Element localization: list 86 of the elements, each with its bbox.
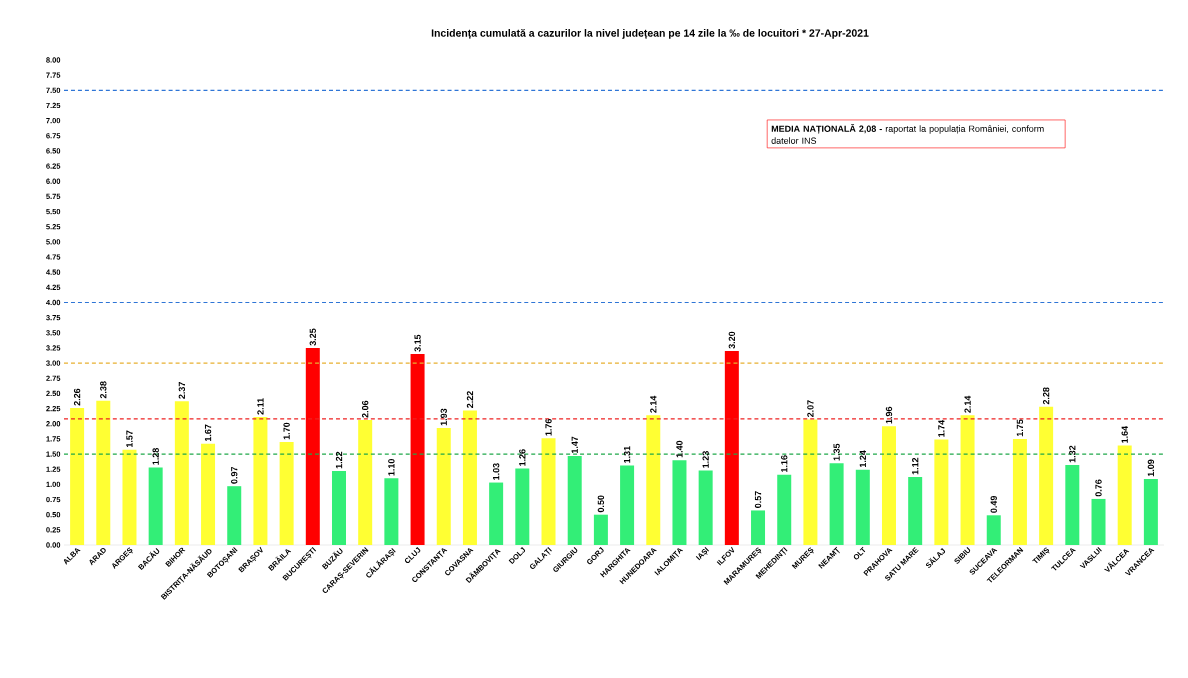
data-label: 1.24 [859, 450, 866, 468]
data-label: 1.40 [676, 440, 683, 458]
bar [462, 410, 477, 545]
bar [934, 439, 949, 545]
bar [960, 415, 975, 545]
bar [436, 427, 451, 545]
bar [332, 471, 346, 545]
data-label: 1.22 [335, 451, 343, 469]
data-label: 1.09 [1147, 459, 1155, 477]
text: MEDIA NAȚIONALĂ 2,08 - raportat la populația României, conform datelor INS [771, 123, 1044, 144]
bar [489, 482, 504, 545]
data-label: 1.93 [440, 408, 447, 426]
bar [122, 449, 137, 545]
data-label: 2.22 [466, 391, 474, 408]
bar [646, 415, 661, 545]
bar [567, 455, 582, 545]
chart-title: Incidența cumulată a cazurilor la nivel județean pe 14 zile la ‰ de locuitori * 27-Apr-2021 [431, 28, 869, 40]
bar [1065, 464, 1080, 545]
data-label: 2.11 [257, 398, 264, 415]
bar [358, 420, 373, 545]
bar [855, 469, 870, 545]
bar [751, 510, 766, 545]
data-label: 1.96 [885, 406, 893, 424]
data-label: 2.14 [650, 395, 657, 413]
data-label: 2.26 [73, 388, 81, 406]
bar [1143, 478, 1158, 545]
data-label: 1.28 [152, 448, 159, 465]
bar [227, 486, 242, 545]
bar [829, 463, 844, 545]
bar [908, 477, 923, 545]
bar [593, 514, 608, 545]
bar [305, 347, 320, 545]
data-label: 1.74 [938, 419, 945, 437]
data-label: 3.20 [728, 331, 736, 349]
data-label: 2.07 [807, 400, 814, 417]
bar [620, 465, 635, 545]
data-label: 1.12 [912, 457, 919, 475]
data-label: 1.64 [1121, 425, 1128, 443]
data-label: 1.32 [1069, 445, 1076, 463]
data-label: 1.16 [781, 455, 788, 472]
bar [541, 438, 556, 545]
data-label: 0.57 [754, 491, 762, 508]
data-label: 1.31 [623, 446, 631, 463]
data-label: 1.35 [833, 443, 840, 461]
bar [724, 351, 739, 545]
bar [1039, 406, 1054, 545]
bar [174, 401, 189, 545]
bar [1117, 445, 1132, 545]
data-label: 1.47 [571, 436, 578, 454]
bar [384, 478, 399, 545]
bar [1091, 498, 1106, 545]
bar [881, 426, 896, 545]
data-label: 3.15 [414, 334, 421, 352]
data-label: 0.76 [1095, 479, 1102, 497]
bar [148, 467, 163, 545]
bar [672, 460, 687, 545]
data-label: 0.49 [990, 495, 997, 513]
data-label: 1.57 [126, 430, 133, 448]
bar [986, 515, 1001, 545]
data-label: 0.50 [597, 495, 605, 513]
bar [279, 441, 294, 545]
data-label: 1.67 [204, 424, 212, 441]
data-label: 2.14 [964, 395, 971, 413]
bar [698, 470, 713, 545]
bar [777, 474, 792, 545]
data-label: 1.10 [388, 459, 395, 476]
bar [201, 443, 216, 545]
data-label: 2.28 [1042, 387, 1050, 405]
data-label: 3.25 [309, 328, 316, 346]
data-label: 2.38 [100, 381, 107, 399]
data-label: 2.06 [362, 400, 369, 418]
data-label: 0.97 [231, 466, 238, 484]
data-label: 1.76 [545, 418, 552, 436]
bar [70, 407, 85, 545]
data-label: 1.26 [519, 449, 526, 466]
bar [96, 400, 111, 545]
data-label: 1.03 [492, 463, 500, 480]
data-label: 1.75 [1016, 419, 1024, 437]
bar [410, 354, 425, 545]
bar [803, 419, 818, 545]
data-label: 1.23 [702, 451, 709, 468]
bar [515, 468, 530, 545]
bar [1012, 438, 1027, 545]
data-label: 2.37 [178, 382, 186, 399]
data-label: 1.70 [283, 422, 290, 440]
bar [253, 417, 268, 545]
